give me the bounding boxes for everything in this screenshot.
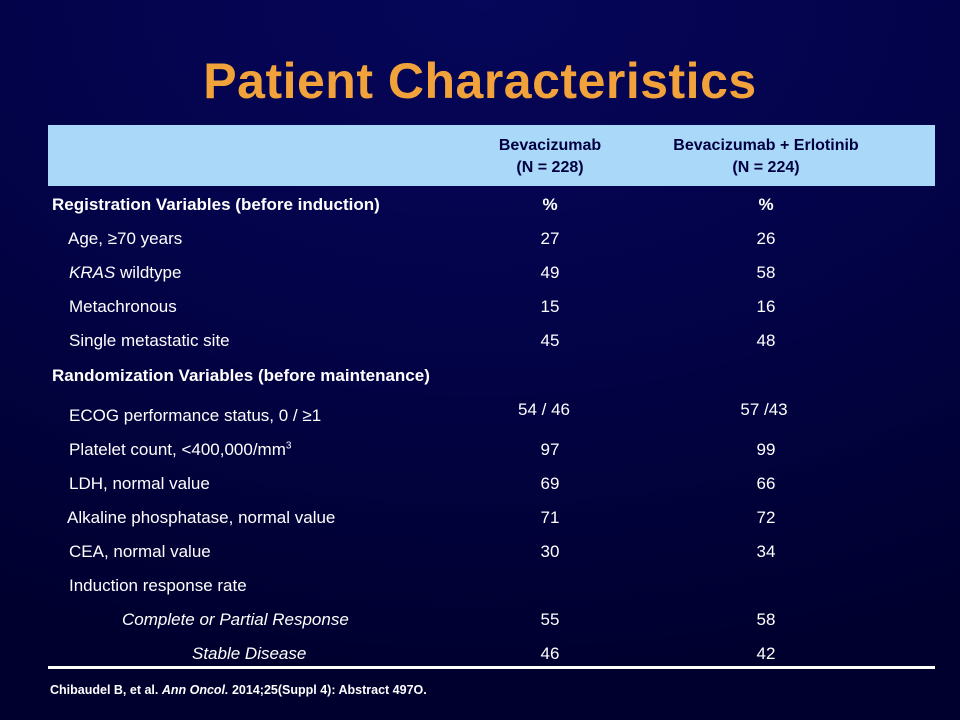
table-row: Platelet count, <400,000/mm3 97 99: [0, 440, 960, 474]
row-label: Complete or Partial Response: [122, 610, 349, 629]
column-header-bevacizumab: Bevacizumab (N = 228): [498, 137, 602, 176]
column-header-bevacizumab-erlotinib: Bevacizumab + Erlotinib (N = 224): [673, 137, 859, 176]
row-label: Age, ≥70 years: [68, 229, 183, 248]
row-label: Metachronous: [69, 297, 177, 316]
row-label: Randomization Variables (before maintena…: [52, 366, 430, 385]
table-row: ECOG performance status, 0 / ≥1 54 / 46 …: [0, 400, 960, 439]
cell-bevacizumab: 97: [540, 440, 560, 459]
cell-bevacizumab: 71: [540, 508, 560, 527]
citation: Chibaudel B, et al. Ann Oncol. 2014;25(S…: [50, 683, 427, 697]
table-row: Age, ≥70 years 27 26: [0, 229, 960, 263]
cell-bevacizumab-erlotinib: 16: [756, 297, 776, 316]
table-row: Alkaline phosphatase, normal value 71 72: [0, 508, 960, 542]
table-row: KRAS wildtype 49 58: [0, 263, 960, 297]
table-row: LDH, normal value 69 66: [0, 474, 960, 508]
row-label: Platelet count, <400,000/mm3: [69, 440, 292, 459]
row-label: Alkaline phosphatase, normal value: [67, 508, 336, 527]
cell-bevacizumab: 55: [540, 610, 560, 629]
cell-bevacizumab-erlotinib: 58: [756, 263, 776, 282]
row-label: Induction response rate: [69, 576, 247, 595]
table-row: Metachronous 15 16: [0, 297, 960, 331]
cell-bevacizumab: 49: [540, 263, 560, 282]
cell-bevacizumab: 46: [540, 644, 560, 663]
table-row: CEA, normal value 30 34: [0, 542, 960, 576]
table-header: Bevacizumab (N = 228) Bevacizumab + Erlo…: [48, 125, 935, 186]
row-label: LDH, normal value: [69, 474, 210, 493]
section-header-registration: Registration Variables (before induction…: [0, 195, 960, 229]
cell-bevacizumab-erlotinib: 26: [756, 229, 776, 248]
cell-bevacizumab-erlotinib: 57 /43: [740, 400, 788, 419]
row-label: ECOG performance status, 0 / ≥1: [69, 406, 322, 425]
slide-title: Patient Characteristics: [203, 53, 757, 109]
table-row: Induction response rate: [0, 576, 960, 610]
table-row: Complete or Partial Response 55 58: [0, 610, 960, 644]
table-bottom-rule: [48, 666, 935, 669]
row-label: Registration Variables (before induction…: [52, 195, 380, 214]
cell-bevacizumab-erlotinib: 99: [756, 440, 776, 459]
cell-bevacizumab-erlotinib: 66: [756, 474, 776, 493]
cell-bevacizumab: %: [542, 195, 558, 214]
superscript: 3: [285, 440, 292, 452]
cell-bevacizumab: 30: [540, 542, 560, 561]
cell-bevacizumab: 45: [540, 331, 560, 350]
cell-bevacizumab: 27: [540, 229, 560, 248]
cell-bevacizumab-erlotinib: 58: [756, 610, 776, 629]
cell-bevacizumab: 54 / 46: [518, 400, 570, 419]
table-row: Stable Disease 46 42: [0, 644, 960, 678]
gene-name: KRAS: [69, 263, 116, 282]
row-label: CEA, normal value: [69, 542, 211, 561]
cell-bevacizumab: 69: [540, 474, 560, 493]
table-row: Single metastatic site 45 48: [0, 331, 960, 365]
cell-bevacizumab-erlotinib: 48: [756, 331, 776, 350]
cell-bevacizumab-erlotinib: 42: [756, 644, 776, 663]
cell-bevacizumab: 15: [540, 297, 560, 316]
cell-bevacizumab-erlotinib: 72: [756, 508, 776, 527]
cell-bevacizumab-erlotinib: 34: [756, 542, 776, 561]
row-label: Single metastatic site: [69, 331, 230, 350]
row-label: Stable Disease: [192, 644, 307, 663]
section-header-randomization: Randomization Variables (before maintena…: [0, 366, 960, 400]
row-label: KRAS wildtype: [69, 263, 182, 282]
cell-bevacizumab-erlotinib: %: [758, 195, 774, 214]
journal-name: Ann Oncol.: [161, 683, 229, 697]
